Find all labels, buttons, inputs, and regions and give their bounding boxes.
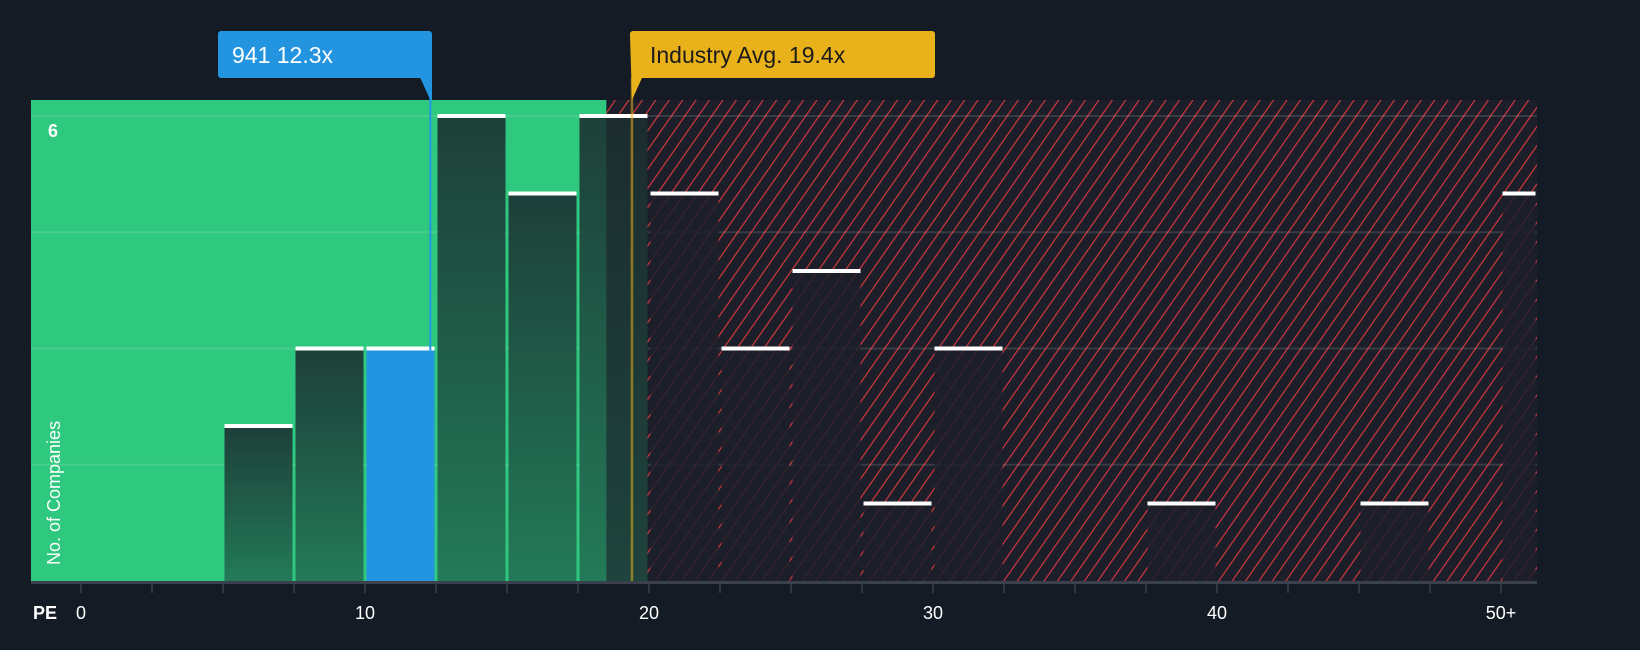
histogram-bar — [721, 348, 790, 581]
histogram-bar — [295, 348, 364, 581]
bar-cap — [224, 424, 293, 428]
x-axis-line — [31, 581, 1537, 584]
bar-cap — [650, 191, 719, 196]
x-tick-label: 20 — [639, 603, 659, 623]
bar-cap — [1502, 191, 1536, 196]
histogram-bar-overlay — [606, 116, 648, 581]
bar-cap — [863, 501, 932, 506]
bar-cap — [934, 346, 1003, 351]
y-tick-label: 6 — [48, 121, 58, 141]
x-tick-label: 50+ — [1486, 603, 1517, 623]
industry-callout — [629, 31, 935, 100]
histogram-bar — [437, 116, 506, 581]
x-tick-label: 10 — [355, 603, 375, 623]
x-axis-label: PE — [33, 603, 57, 623]
company-callout-label: 941 12.3x — [232, 42, 334, 68]
histogram-bar — [650, 193, 719, 581]
histogram-bar — [934, 348, 1003, 581]
company-bar — [366, 348, 435, 581]
histogram-bar — [508, 193, 577, 581]
x-tick-label: 40 — [1207, 603, 1227, 623]
bar-cap — [295, 346, 364, 351]
histogram-bar — [1360, 503, 1429, 581]
bar-cap — [437, 114, 506, 118]
histogram-bar — [863, 503, 932, 581]
histogram-bar — [1147, 503, 1216, 581]
bar-cap — [366, 346, 435, 351]
industry-callout-label: Industry Avg. 19.4x — [650, 42, 846, 68]
bar-cap — [721, 346, 790, 351]
histogram-bar — [1502, 193, 1536, 581]
x-tick-label: 0 — [76, 603, 86, 623]
x-tick-label: 30 — [923, 603, 943, 623]
bar-cap — [579, 114, 648, 118]
y-axis-label: No. of Companies — [44, 421, 64, 565]
bar-cap — [508, 191, 577, 196]
company-callout — [218, 31, 432, 100]
histogram-bar — [224, 426, 293, 581]
bar-cap — [1147, 501, 1216, 506]
bar-cap — [1360, 501, 1429, 506]
bar-cap — [792, 269, 861, 273]
histogram-bar — [792, 271, 861, 581]
